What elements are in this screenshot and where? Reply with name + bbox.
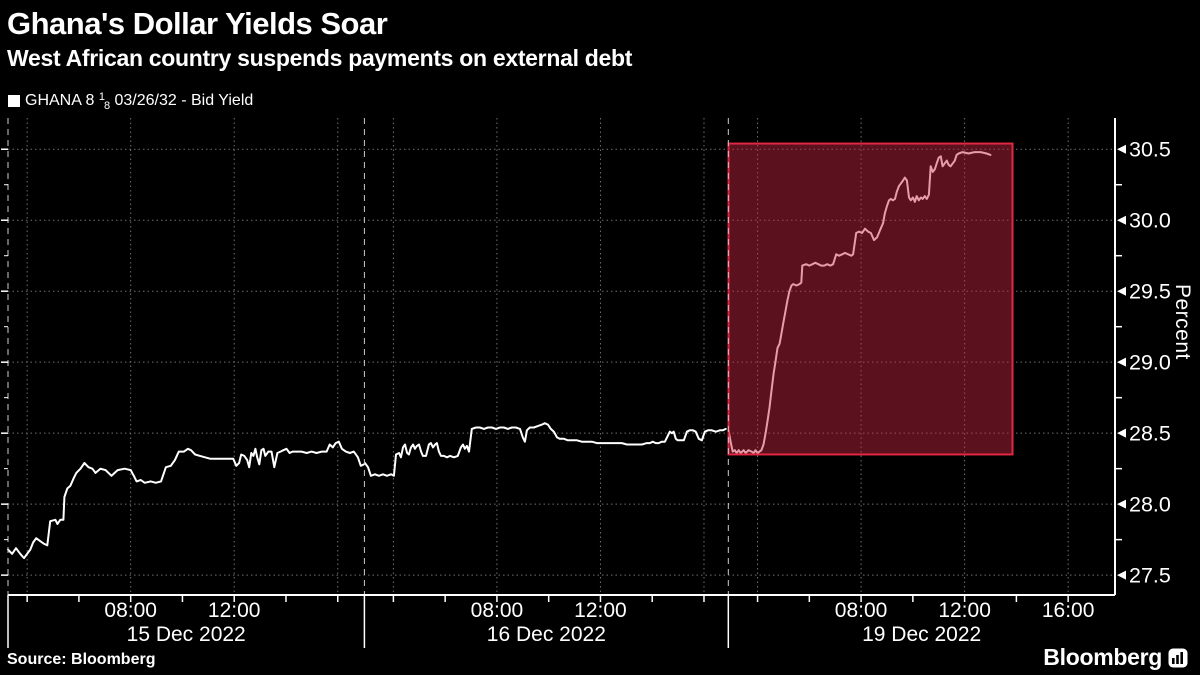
y-tick-arrow — [1117, 357, 1126, 367]
y-tick-label: 27.5 — [1129, 564, 1171, 588]
y-tick-arrow — [1117, 286, 1126, 296]
date-label: 16 Dec 2022 — [487, 623, 606, 646]
x-tick-label: 16:00 — [1042, 599, 1095, 622]
legend: GHANA 8 18 03/26/32 - Bid Yield — [8, 90, 254, 112]
y-tick-label: 28.0 — [1129, 493, 1171, 517]
bloomberg-logo: Bloomberg — [1043, 644, 1188, 671]
y-tick-label: 29.0 — [1129, 351, 1171, 375]
source-note: Source: Bloomberg — [7, 651, 156, 668]
date-label: 19 Dec 2022 — [862, 623, 981, 646]
y-tick-label: 29.5 — [1129, 280, 1171, 304]
chart-subtitle: West African country suspends payments o… — [7, 45, 633, 71]
y-tick-arrow — [1117, 215, 1126, 225]
bloomberg-terminal-icon — [1168, 648, 1188, 667]
y-tick-label: 30.0 — [1129, 209, 1171, 233]
x-tick-label: 12:00 — [938, 599, 991, 622]
y-axis-title: Percent — [1171, 284, 1194, 360]
y-tick-arrow — [1117, 570, 1126, 580]
bid-yield-line — [727, 151, 992, 454]
date-label: 15 Dec 2022 — [127, 623, 246, 646]
x-tick-label: 12:00 — [574, 599, 627, 622]
x-tick-label: 12:00 — [208, 599, 261, 622]
chart-title: Ghana's Dollar Yields Soar — [7, 6, 388, 41]
bid-yield-line — [7, 440, 365, 560]
x-tick-label: 08:00 — [835, 599, 888, 622]
y-tick-arrow — [1117, 144, 1126, 154]
bloomberg-wordmark: Bloomberg — [1043, 644, 1162, 670]
legend-label: GHANA 8 18 03/26/32 - Bid Yield — [25, 90, 254, 112]
y-tick-arrow — [1117, 428, 1126, 438]
y-tick-arrow — [1117, 499, 1126, 509]
bid-yield-line — [363, 422, 727, 477]
x-tick-label: 08:00 — [471, 599, 524, 622]
x-tick-label: 08:00 — [104, 599, 157, 622]
highlight-region — [728, 143, 1013, 455]
y-tick-label: 30.5 — [1129, 138, 1171, 162]
legend-marker-icon — [8, 95, 20, 107]
y-tick-label: 28.5 — [1129, 422, 1171, 446]
